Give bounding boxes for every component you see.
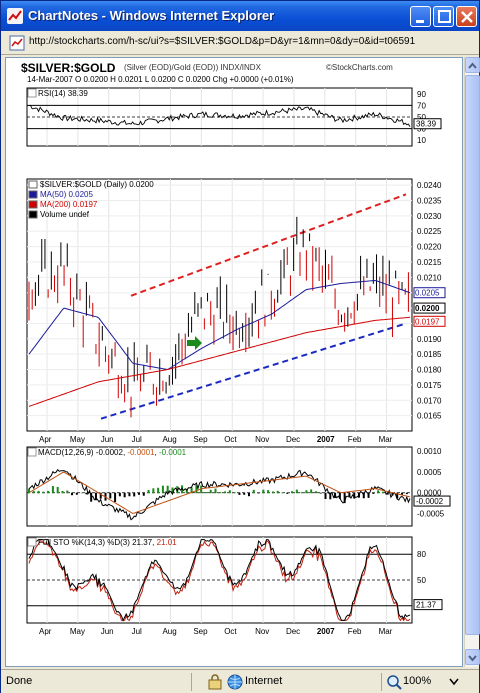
chartnotes-app-icon [7,8,23,24]
close-icon [461,11,473,23]
vertical-scrollbar[interactable] [464,57,480,667]
close-button[interactable] [456,6,477,27]
maximize-icon [438,10,451,23]
arrow-up-icon [468,62,477,69]
status-bar: Done Internet 100% [1,669,479,693]
page-content [5,57,463,667]
status-divider [191,673,192,691]
security-icon [208,674,222,690]
scroll-up-button[interactable] [465,57,480,73]
chevron-down-icon[interactable] [449,678,459,686]
zoom-level[interactable]: 100% [403,675,432,687]
status-zone: Internet [245,675,283,687]
status-divider [381,673,382,691]
chart-ohlc-line: 14-Mar-2007 O 0.0200 H 0.0201 L 0.0200 C… [27,75,294,84]
chart-symbol: $SILVER:$GOLD [21,61,116,75]
title-bar[interactable]: ChartNotes - Windows Internet Explorer [1,1,479,31]
maximize-button[interactable] [433,6,454,27]
address-url[interactable]: http://stockcharts.com/h-sc/ui?s=$SILVER… [29,36,416,47]
scroll-thumb[interactable] [465,75,480,635]
page-icon [9,35,25,51]
globe-icon [227,674,243,690]
scroll-down-button[interactable] [465,649,480,665]
status-text: Done [6,675,33,687]
minimize-button[interactable] [410,6,431,27]
chart-source: ©StockCharts.com [326,63,393,72]
arrow-down-icon [468,655,477,662]
minimize-icon [416,20,424,23]
chart-subtitle: (Silver (EOD)/Gold (EOD)) INDX/INDX [124,63,261,72]
zoom-icon[interactable] [386,674,402,690]
window-title: ChartNotes - Windows Internet Explorer [28,8,275,23]
address-bar[interactable]: http://stockcharts.com/h-sc/ui?s=$SILVER… [1,31,479,55]
